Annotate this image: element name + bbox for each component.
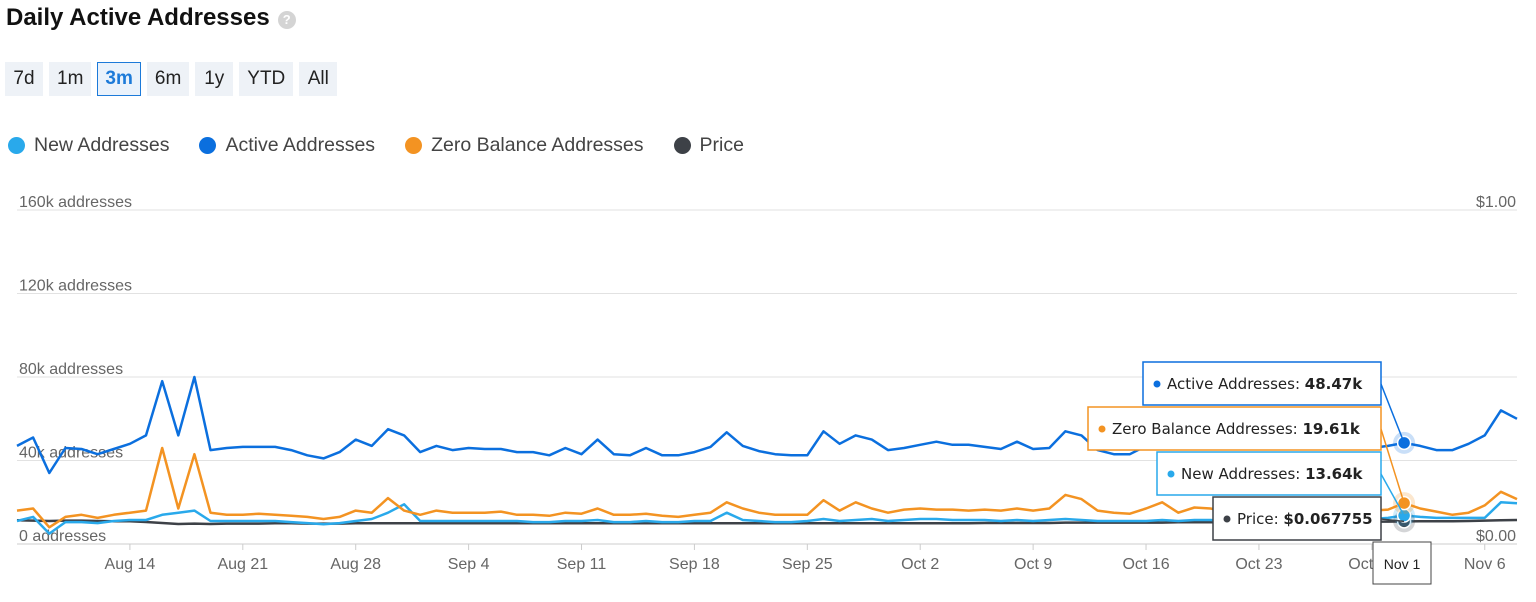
tooltip-layer: Active Addresses: 48.47k Zero Balance Ad…	[1087, 361, 1432, 585]
x-tick-label: Sep 4	[448, 556, 490, 573]
y2-tick-label: $0.00	[1476, 528, 1516, 545]
y-tick-label: 120k addresses	[19, 278, 132, 295]
x-tick-label: Sep 11	[557, 556, 607, 573]
legend-marker-zero-balance-addresses	[405, 137, 423, 154]
date-box	[1372, 541, 1432, 585]
tooltip-connector	[1380, 473, 1405, 516]
tooltip-dot-zero	[1098, 425, 1106, 433]
tooltip-price: Price: $0.067755	[1212, 496, 1382, 541]
legend-label: Price	[699, 134, 744, 156]
x-tick-label: Sep 25	[782, 556, 833, 573]
x-tick-label: Sep 18	[669, 556, 720, 573]
legend-label: Zero Balance Addresses	[431, 134, 644, 156]
tooltip-connector	[1380, 518, 1405, 523]
range-button-1m[interactable]: 1m	[49, 62, 92, 96]
x-tick-label: Aug 28	[330, 556, 381, 573]
legend-item-price[interactable]: Price	[673, 134, 744, 157]
tooltip-box-zero	[1087, 406, 1382, 451]
legend-item-zero-balance-addresses[interactable]: Zero Balance Addresses	[405, 134, 644, 157]
legend-marker-price	[673, 137, 691, 154]
legend-item-active-addresses[interactable]: Active Addresses	[199, 134, 375, 157]
range-button-7d[interactable]: 7d	[5, 62, 43, 96]
y-tick-label: 160k addresses	[19, 194, 132, 211]
y-tick-label: 0 addresses	[19, 528, 106, 545]
tooltip-active-addresses: Active Addresses: 48.47k	[1142, 361, 1382, 406]
legend-label: New Addresses	[34, 134, 170, 156]
tooltip-dot-new	[1167, 470, 1175, 478]
tooltip-box-price	[1212, 496, 1382, 541]
x-tick-label: Nov 6	[1464, 556, 1506, 573]
legend-label: Active Addresses	[225, 134, 376, 156]
date-label: Nov 1	[1384, 556, 1421, 572]
grid-layer: 0 addresses 40k addresses 80k addresses 120…	[17, 194, 1517, 573]
x-tick-label: Aug 14	[105, 556, 156, 573]
highlight-layer	[1393, 431, 1416, 533]
x-tick-label: Oct 9	[1014, 556, 1052, 573]
legend-item-new-addresses[interactable]: New Addresses	[8, 134, 169, 157]
tooltip-box-new	[1156, 451, 1382, 496]
legend-marker-new-addresses	[8, 137, 25, 154]
tooltip-connector	[1380, 428, 1405, 504]
chart-legend: New Addresses Active Addresses Zero Bala…	[8, 134, 774, 157]
y-tick-label: 40k addresses	[19, 445, 123, 462]
tooltip-new-addresses: New Addresses: 13.64k	[1156, 451, 1382, 496]
tooltip-dot-active	[1153, 380, 1161, 388]
legend-marker-active-addresses	[199, 137, 217, 154]
tooltip-box-active	[1142, 361, 1382, 406]
time-range-selector: 7d 1m 3m 6m 1y YTD All	[5, 62, 338, 96]
title-row: Daily Active Addresses ?	[6, 4, 296, 32]
tooltip-label-price: Price: $0.067755	[1237, 510, 1373, 528]
tooltip-label-active: Active Addresses: 48.47k	[1167, 375, 1363, 393]
range-button-3m[interactable]: 3m	[97, 62, 141, 96]
tooltip-label-new: New Addresses: 13.64k	[1181, 465, 1364, 483]
tooltip-dot-price	[1223, 515, 1231, 523]
range-button-ytd[interactable]: YTD	[239, 62, 294, 96]
range-button-6m[interactable]: 6m	[146, 62, 190, 96]
tooltip-zero-balance-addresses: Zero Balance Addresses: 19.61k	[1087, 406, 1382, 451]
tooltip-label-zero: Zero Balance Addresses: 19.61k	[1112, 420, 1361, 438]
tooltip-date-box: Nov 1	[1372, 541, 1432, 585]
help-icon[interactable]: ?	[277, 10, 296, 29]
x-tick-label: Oct 23	[1235, 556, 1282, 573]
y-tick-label: 80k addresses	[19, 361, 123, 378]
range-button-all[interactable]: All	[299, 62, 338, 96]
x-tick-label: Oct 16	[1122, 556, 1169, 573]
x-tick-label: Oct 2	[901, 556, 939, 573]
range-button-1y[interactable]: 1y	[195, 62, 234, 96]
y2-tick-label: $1.00	[1476, 194, 1516, 211]
tooltip-connector	[1380, 383, 1405, 444]
page-title: Daily Active Addresses	[6, 4, 270, 31]
x-tick-label: Aug 21	[217, 556, 268, 573]
